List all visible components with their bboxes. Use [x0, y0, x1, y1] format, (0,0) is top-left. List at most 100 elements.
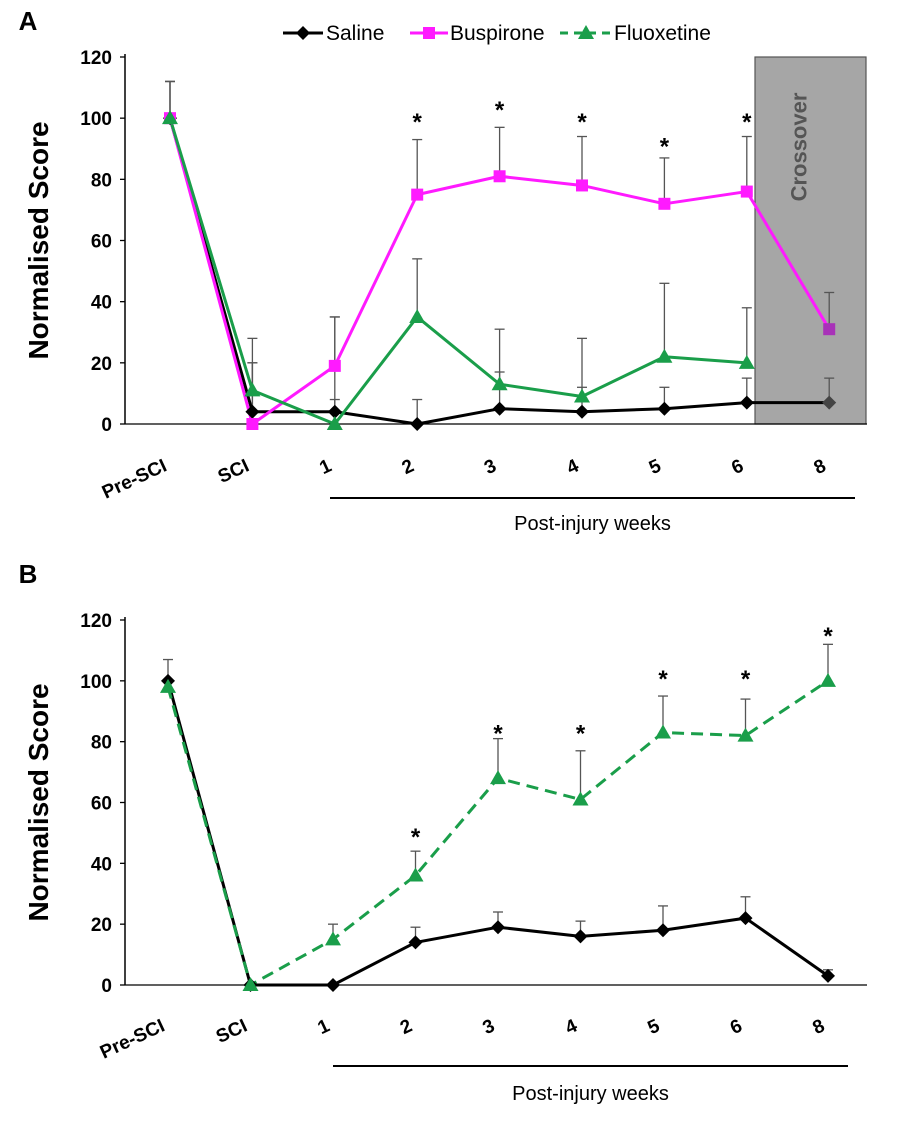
x-tick-label: 2	[399, 455, 417, 479]
x-axis-title: Post-injury weeks	[512, 1083, 669, 1105]
data-point-fluoxetine	[407, 867, 424, 882]
x-tick-label: Pre-SCI	[99, 455, 170, 503]
significance-star: *	[413, 109, 423, 136]
data-point-saline	[575, 404, 589, 419]
data-point-fluoxetine	[820, 672, 836, 687]
data-point-fluoxetine	[656, 348, 673, 363]
y-tick-label: 0	[101, 976, 112, 997]
y-tick-label: 80	[91, 170, 112, 191]
x-tick-label: 1	[315, 1015, 334, 1039]
x-tick-label: SCI	[215, 455, 253, 487]
data-point-fluoxetine	[574, 388, 590, 403]
y-tick-label: 100	[80, 672, 112, 693]
x-tick-label: 1	[316, 455, 335, 479]
significance-star: *	[660, 134, 670, 161]
data-point-buspirone	[658, 197, 671, 210]
significance-star: *	[411, 824, 421, 851]
data-point-saline	[822, 395, 837, 410]
chart-panel-A: Crossover A 0 20 40 60 80 100 120 Normalised Scor…	[19, 6, 867, 535]
data-point-fluoxetine	[491, 376, 508, 391]
x-tick-label: 3	[480, 1015, 498, 1039]
chart-panel-B: B 0 20 40 60 80 100 120 Normalised Score Pre-SCI S…	[19, 559, 867, 1105]
x-tick-label: 6	[728, 455, 746, 479]
x-tick-label: 8	[811, 455, 829, 479]
data-point-fluoxetine	[737, 727, 754, 742]
y-axis-title: Normalised Score	[23, 683, 54, 921]
data-point-saline	[657, 401, 672, 416]
data-point-fluoxetine	[572, 791, 589, 806]
significance-star: *	[742, 109, 752, 136]
x-tick-label: 5	[646, 455, 665, 479]
panel-label: A	[19, 6, 38, 36]
data-point-buspirone	[576, 179, 588, 192]
y-tick-label: 60	[91, 232, 112, 253]
data-point-buspirone	[411, 188, 424, 201]
significance-star: *	[823, 623, 833, 650]
y-axis-title: Normalised Score	[23, 121, 54, 359]
data-point-saline	[573, 929, 588, 944]
x-tick-label: Pre-SCI	[97, 1015, 168, 1063]
data-point-saline	[739, 395, 754, 410]
y-tick-label: 40	[91, 293, 112, 314]
x-axis-title: Post-injury weeks	[514, 513, 671, 535]
data-point-saline	[491, 920, 505, 935]
legend-marker	[578, 25, 594, 39]
significance-star: *	[741, 666, 751, 693]
significance-star: *	[576, 721, 586, 748]
data-point-buspirone	[328, 359, 341, 372]
data-point-fluoxetine	[655, 724, 671, 739]
data-point-saline	[327, 404, 342, 419]
legend-label: Buspirone	[450, 22, 545, 45]
legend-marker	[296, 26, 310, 40]
data-point-saline	[821, 968, 835, 983]
y-tick-label: 20	[91, 354, 112, 375]
data-point-saline	[326, 978, 340, 992]
data-point-fluoxetine	[409, 308, 426, 323]
data-point-saline	[245, 404, 260, 419]
significance-star: *	[577, 109, 587, 136]
y-tick-label: 0	[101, 415, 112, 436]
y-tick-label: 120	[80, 611, 112, 632]
data-point-fluoxetine	[242, 977, 259, 991]
data-point-buspirone	[823, 323, 836, 336]
x-tick-label: 4	[562, 1015, 581, 1039]
x-tick-label: 6	[727, 1015, 745, 1039]
significance-star: *	[658, 666, 668, 693]
x-tick-label: 4	[564, 455, 583, 479]
panel-label: B	[19, 559, 38, 589]
data-point-fluoxetine	[326, 416, 343, 430]
y-tick-label: 60	[91, 794, 112, 815]
x-tick-label: SCI	[213, 1015, 251, 1047]
crossover-region	[754, 56, 867, 425]
significance-star: *	[495, 97, 505, 124]
legend-label: Fluoxetine	[614, 22, 711, 45]
series-line-fluoxetine	[168, 117, 747, 426]
x-tick-label: 3	[481, 455, 499, 479]
data-point-saline	[410, 417, 425, 431]
data-point-saline	[492, 401, 507, 416]
y-tick-label: 80	[91, 733, 112, 754]
data-point-fluoxetine	[160, 678, 176, 693]
y-tick-label: 120	[80, 48, 112, 69]
data-point-buspirone	[740, 185, 753, 198]
data-point-fluoxetine	[490, 770, 506, 785]
significance-star: *	[493, 721, 503, 748]
data-point-saline	[738, 911, 753, 926]
x-tick-label: 2	[397, 1015, 415, 1039]
data-point-saline	[408, 935, 423, 950]
crossover-label: Crossover	[787, 92, 812, 201]
data-point-saline	[656, 923, 670, 938]
data-point-fluoxetine	[162, 110, 178, 125]
x-tick-label: 5	[645, 1015, 664, 1039]
legend-label: Saline	[326, 22, 384, 45]
data-point-buspirone	[493, 170, 506, 183]
data-point-fluoxetine	[738, 354, 755, 369]
y-tick-label: 40	[91, 854, 112, 875]
legend-marker	[423, 27, 435, 39]
legend: Saline Buspirone Fluoxetine	[283, 22, 711, 45]
data-point-buspirone	[246, 418, 259, 430]
y-tick-label: 20	[91, 915, 112, 936]
x-tick-label: 8	[810, 1015, 828, 1039]
data-point-fluoxetine	[244, 382, 261, 397]
